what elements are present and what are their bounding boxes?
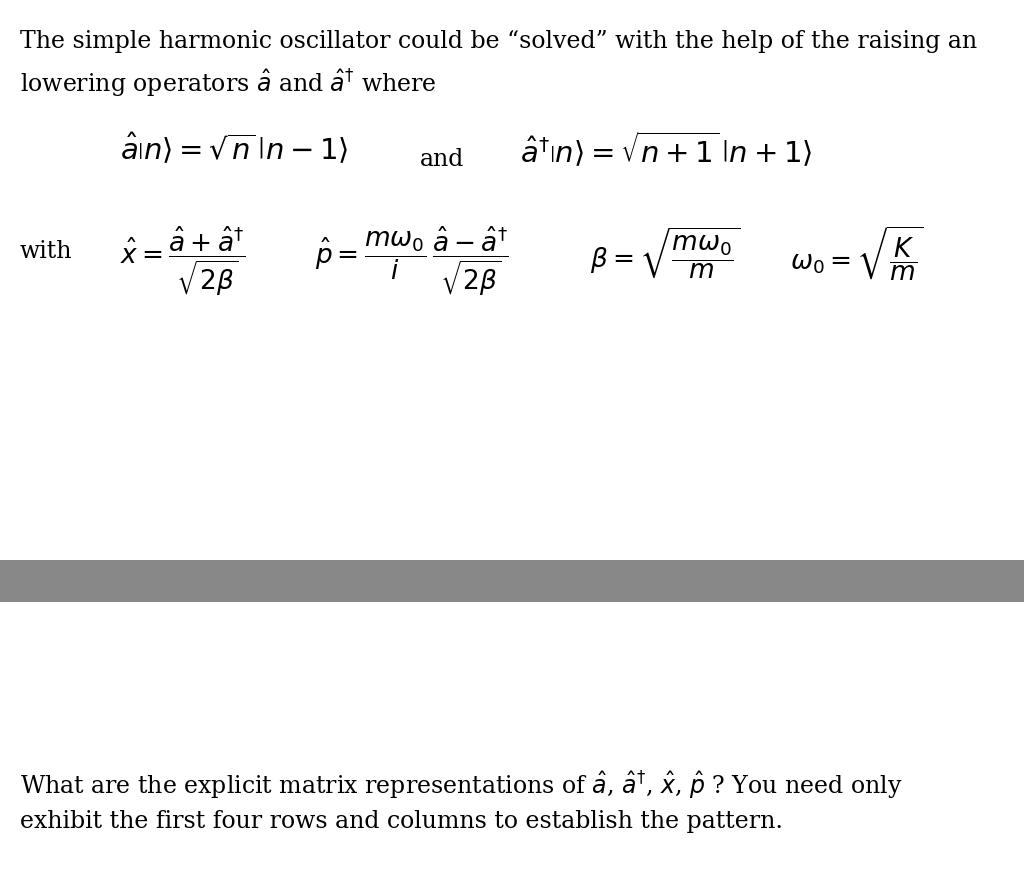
Bar: [0, 560, 1024, 602]
Text: $\hat{a}\left|n\right\rangle = \sqrt{n}\,\left|n-1\right\rangle$: $\hat{a}\left|n\right\rangle = \sqrt{n}\…: [120, 130, 348, 165]
Text: $\omega_0 = \sqrt{\dfrac{K}{m}}$: $\omega_0 = \sqrt{\dfrac{K}{m}}$: [790, 225, 924, 284]
Text: What are the explicit matrix representations of $\hat{a}$, $\hat{a}^{\dagger}$, : What are the explicit matrix representat…: [20, 770, 902, 802]
Text: exhibit the first four rows and columns to establish the pattern.: exhibit the first four rows and columns …: [20, 810, 783, 833]
Text: $\hat{p} = \dfrac{m\omega_0}{i}\,\dfrac{\hat{a}-\hat{a}^{\dagger}}{\sqrt{2\beta}: $\hat{p} = \dfrac{m\omega_0}{i}\,\dfrac{…: [315, 225, 509, 298]
Text: with: with: [20, 240, 73, 263]
Text: The simple harmonic oscillator could be “solved” with the help of the raising an: The simple harmonic oscillator could be …: [20, 30, 977, 53]
Text: $\beta = \sqrt{\dfrac{m\omega_0}{m}}$: $\beta = \sqrt{\dfrac{m\omega_0}{m}}$: [590, 225, 740, 280]
Text: lowering operators $\hat{a}$ and $\hat{a}^{\dagger}$ where: lowering operators $\hat{a}$ and $\hat{a…: [20, 68, 436, 100]
Text: $\hat{a}^{\dagger}\left|n\right\rangle = \sqrt{n+1}\,\left|n+1\right\rangle$: $\hat{a}^{\dagger}\left|n\right\rangle =…: [520, 130, 812, 169]
Text: and: and: [420, 148, 464, 171]
Text: $\hat{x} = \dfrac{\hat{a}+\hat{a}^{\dagger}}{\sqrt{2\beta}}$: $\hat{x} = \dfrac{\hat{a}+\hat{a}^{\dagg…: [120, 225, 246, 298]
